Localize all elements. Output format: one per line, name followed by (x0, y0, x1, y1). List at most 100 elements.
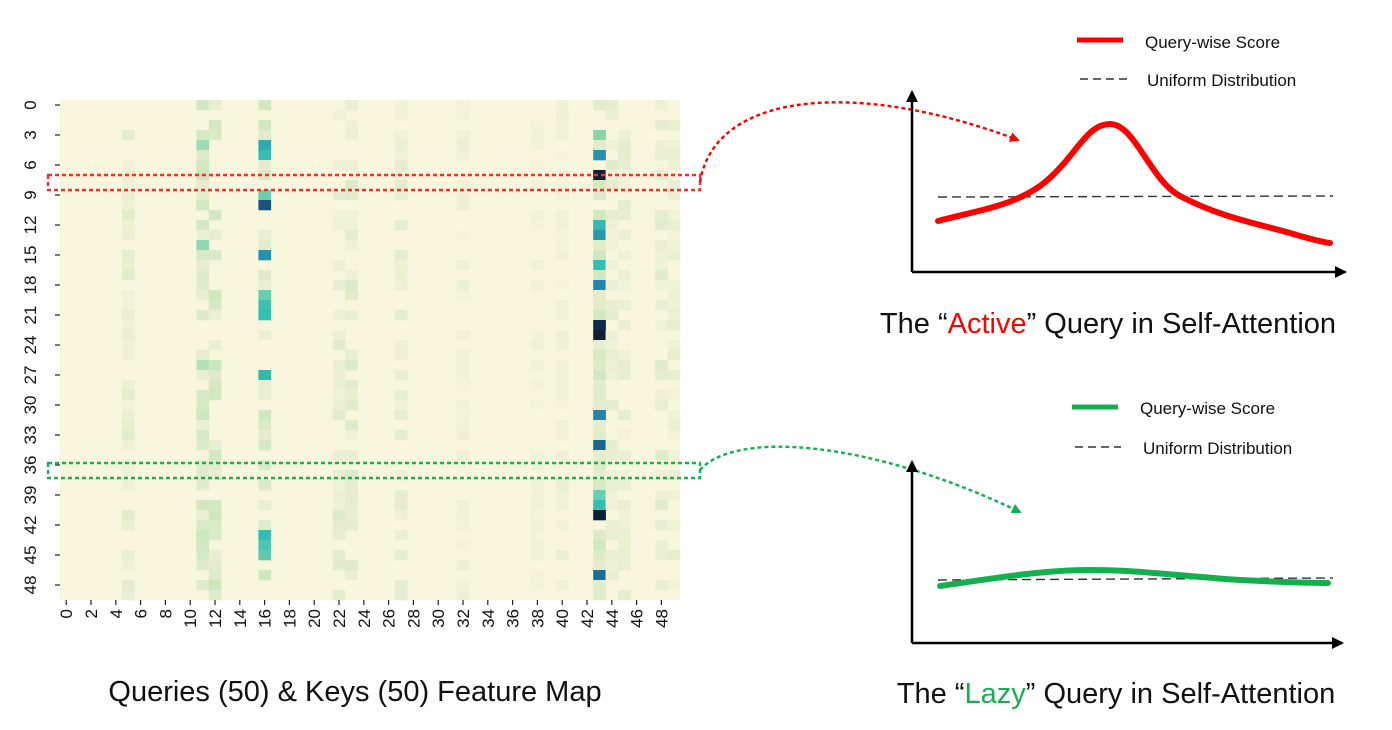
heatmap-cell (345, 400, 358, 411)
heatmap-cell (394, 500, 408, 511)
active-legend-score-label: Query-wise Score (1145, 33, 1280, 52)
heatmap-cell (618, 350, 631, 361)
heatmap-cell (122, 190, 135, 201)
heatmap-cell (208, 440, 222, 451)
lazy-caption: The “Lazy” Query in Self-Attention (897, 678, 1335, 710)
y-tick-label: 24 (21, 336, 40, 355)
heatmap-cell (667, 390, 681, 401)
heatmap-cell (196, 290, 210, 301)
heatmap-cell (394, 130, 408, 141)
heatmap-cell (605, 230, 619, 241)
heatmap-cell (605, 280, 619, 291)
heatmap-cell (667, 310, 681, 321)
heatmap-cell (556, 130, 569, 141)
heatmap-cell (196, 360, 210, 371)
heatmap-cell (456, 290, 470, 301)
heatmap-cell (122, 230, 135, 241)
heatmap-cell (122, 470, 135, 481)
x-tick-label: 10 (181, 609, 200, 628)
heatmap-cell (122, 210, 135, 221)
heatmap-cell (345, 420, 358, 431)
heatmap-cell (394, 160, 408, 171)
x-tick-label: 8 (156, 609, 175, 618)
heatmap-cell (531, 360, 544, 371)
heatmap-cell (605, 480, 619, 491)
heatmap-cell (258, 120, 272, 131)
heatmap-cell (531, 500, 544, 511)
heatmap-cell (208, 100, 222, 111)
heatmap-cell (655, 320, 668, 331)
x-tick-label: 16 (256, 609, 275, 628)
heatmap-cell (618, 590, 631, 601)
y-tick-label: 0 (21, 100, 40, 109)
heatmap-cell (618, 450, 631, 461)
heatmap-cell (196, 350, 210, 361)
heatmap-cell (122, 580, 135, 591)
heatmap-cell (332, 260, 346, 271)
heatmap-cell (618, 370, 631, 381)
heatmap-cell (593, 510, 606, 521)
heatmap-cell (556, 310, 569, 321)
heatmap-cell (618, 320, 631, 331)
active-caption-highlight: Active (948, 308, 1027, 340)
heatmap-cell (605, 570, 619, 581)
y-tick-label: 42 (21, 516, 40, 535)
heatmap-cell (593, 460, 606, 471)
heatmap-background (60, 100, 680, 600)
heatmap-cell (196, 250, 210, 261)
heatmap-cell (196, 460, 210, 471)
heatmap-cell (394, 390, 408, 401)
heatmap-cell (394, 310, 408, 321)
heatmap-cell (605, 370, 619, 381)
heatmap-cell (122, 340, 135, 351)
heatmap-cell (531, 140, 544, 151)
heatmap-cell (196, 190, 210, 201)
heatmap-cell (667, 550, 681, 561)
heatmap-cell (196, 470, 210, 481)
x-tick-label: 26 (380, 609, 399, 628)
heatmap-cell (258, 200, 272, 211)
heatmap-cell (394, 190, 408, 201)
heatmap-cell (531, 260, 544, 271)
heatmap-cell (593, 420, 606, 431)
heatmap-cell (531, 330, 544, 341)
heatmap-cell (196, 160, 210, 171)
heatmap-cell (605, 340, 619, 351)
lazy-legend-uniform-label: Uniform Distribution (1143, 439, 1292, 458)
heatmap-cell (618, 510, 631, 521)
heatmap-cell (196, 540, 210, 551)
heatmap-cell (556, 360, 569, 371)
heatmap-cell (456, 520, 470, 531)
heatmap-cell (332, 590, 346, 601)
heatmap-cell (122, 480, 135, 491)
heatmap-cell (593, 260, 606, 271)
heatmap-cell (593, 380, 606, 391)
heatmap-cell (593, 280, 606, 291)
heatmap-cell (394, 350, 408, 361)
heatmap-cell (394, 250, 408, 261)
heatmap-cell (208, 530, 222, 541)
active-score-curve (935, 120, 1333, 246)
heatmap-cell (196, 260, 210, 271)
heatmap-cell (456, 450, 470, 461)
y-tick-label: 12 (21, 216, 40, 235)
heatmap-cell (394, 400, 408, 411)
x-tick-label: 12 (206, 609, 225, 628)
heatmap-cell (667, 520, 681, 531)
heatmap-cell (208, 450, 222, 461)
heatmap-cell (122, 400, 135, 411)
heatmap-cell (332, 550, 346, 561)
heatmap-cell (345, 220, 358, 231)
heatmap-cell (208, 130, 222, 141)
heatmap-cell (556, 400, 569, 411)
lazy-panel: Query-wise Score Uniform Distribution Th… (897, 399, 1344, 710)
heatmap-cell (667, 150, 681, 161)
y-tick-label: 27 (21, 366, 40, 385)
heatmap-cell (394, 180, 408, 191)
heatmap-cell (122, 430, 135, 441)
heatmap-cell (618, 300, 631, 311)
heatmap-cell (605, 450, 619, 461)
heatmap-cell (332, 220, 346, 231)
heatmap-cell (593, 580, 606, 591)
heatmap-cell (456, 500, 470, 511)
